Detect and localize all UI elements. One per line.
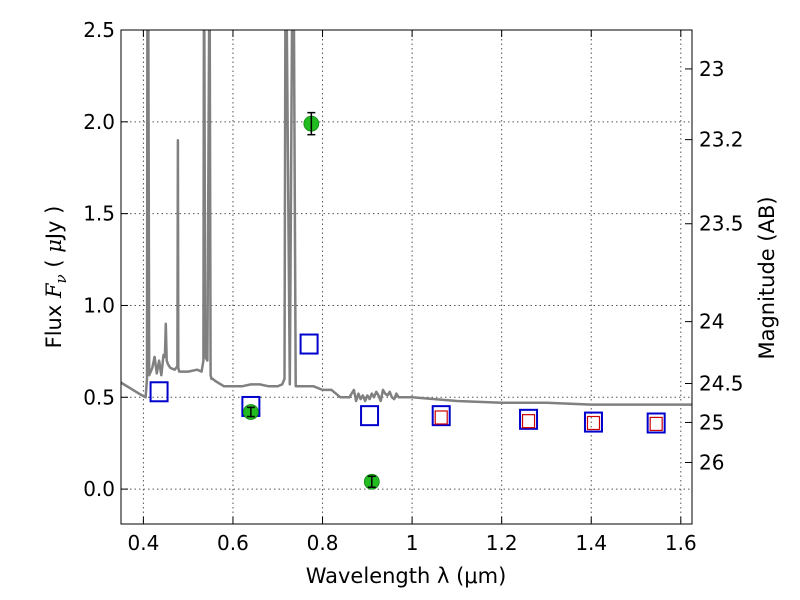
x-tick-label: 0.6	[217, 531, 249, 555]
y2-tick-label: 24.5	[699, 372, 744, 396]
y2-axis-label: Magnitude (AB)	[755, 196, 779, 359]
model-photometry-point	[583, 411, 603, 433]
svg-text:Flux Fν ( μJy ): Flux Fν ( μJy )	[42, 206, 70, 349]
model-photometry-point	[299, 333, 319, 355]
x-tick-label: 0.8	[307, 531, 339, 555]
y2-tick-label: 25	[699, 410, 724, 434]
upper-limit-point	[649, 416, 663, 432]
x-axis-label: Wavelength λ (μm)	[306, 564, 507, 588]
upper-limit-point	[434, 410, 448, 425]
y2-tick-label: 23.5	[699, 212, 744, 236]
y-tick-label: 1.0	[83, 293, 115, 317]
x-tick-label: 1.2	[486, 531, 518, 555]
upper-limit-point	[586, 415, 601, 431]
x-tick-label: 1.6	[665, 531, 697, 555]
y-tick-label: 1.5	[83, 202, 115, 226]
x-tick-label: 0.4	[127, 531, 159, 555]
model-photometry-point	[646, 412, 666, 434]
y-tick-label: 2.5	[83, 18, 115, 42]
model-spectrum-line	[121, 30, 692, 406]
upper-limit-point	[521, 414, 536, 429]
y-axis-label: Flux Fν ( μJy )	[42, 206, 70, 349]
model-photometry-point	[431, 405, 451, 427]
model-photometry-point	[519, 408, 539, 430]
axis-ticks: 0.4 0.6 0.8 1 1.2 1.4 1.6 0.0 0.5 1.0 1.5 2.0 2.5 23 2…	[83, 18, 743, 555]
plot-frame	[120, 29, 693, 525]
x-tick-label: 1	[406, 531, 419, 555]
y-tick-label: 0.0	[83, 477, 115, 501]
y2-tick-label: 26	[699, 450, 724, 474]
x-tick-label: 1.4	[575, 531, 607, 555]
y-tick-label: 0.5	[83, 385, 115, 409]
model-photometry-point	[360, 405, 380, 427]
model-photometry-point	[149, 381, 169, 403]
y-tick-label: 2.0	[83, 110, 115, 134]
y2-tick-label: 23.2	[699, 128, 744, 152]
y2-tick-label: 24	[699, 310, 724, 334]
y2-tick-label: 23	[699, 57, 724, 81]
plot-area	[121, 30, 692, 490]
